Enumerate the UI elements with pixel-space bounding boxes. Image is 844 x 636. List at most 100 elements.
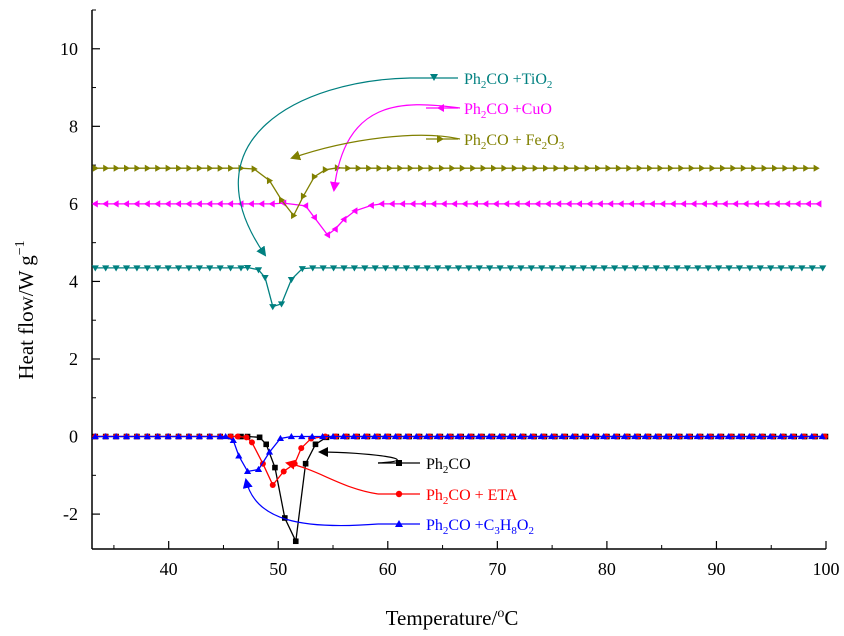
- data-point: [226, 200, 234, 208]
- data-point: [122, 200, 130, 208]
- data-point: [704, 265, 712, 272]
- data-point: [381, 432, 389, 440]
- legend-label-ph2co: Ph2CO: [426, 456, 471, 476]
- data-point: [543, 164, 550, 172]
- data-point: [492, 200, 499, 208]
- data-point: [291, 211, 298, 220]
- data-point: [620, 432, 629, 440]
- data-point: [575, 200, 583, 208]
- data-point: [797, 432, 805, 440]
- data-point: [143, 265, 151, 272]
- data-point: [222, 432, 230, 440]
- data-point: [309, 265, 317, 272]
- data-point: [761, 164, 768, 172]
- data-point: [229, 436, 237, 443]
- data-point: [532, 164, 539, 172]
- data-point: [388, 200, 395, 208]
- data-point: [207, 164, 214, 172]
- series-line: [95, 202, 819, 236]
- data-point: [391, 432, 400, 440]
- data-point: [378, 200, 385, 208]
- data-point: [112, 432, 120, 440]
- data-point: [495, 432, 504, 440]
- data-point: [767, 265, 775, 272]
- data-point: [397, 164, 404, 172]
- data-point: [216, 265, 224, 272]
- data-point: [683, 432, 691, 440]
- data-point: [206, 200, 213, 208]
- data-point: [195, 432, 203, 440]
- legend-marker-circle-icon: [395, 490, 403, 498]
- arrow-c3h8o2: [242, 478, 379, 527]
- data-point: [699, 164, 706, 172]
- data-point: [103, 164, 110, 172]
- data-point: [433, 432, 441, 440]
- data-point: [376, 164, 383, 172]
- annotation-arrows: [237, 77, 461, 527]
- data-point: [819, 265, 827, 272]
- data-point: [174, 265, 183, 272]
- data-point: [322, 166, 329, 174]
- data-point: [269, 482, 276, 489]
- arrow-tio2: [237, 77, 411, 257]
- data-point: [534, 200, 541, 208]
- data-point: [261, 275, 269, 282]
- legend-item-ph2co: Ph2CO: [378, 456, 471, 476]
- y-tick-label: -2: [63, 504, 78, 524]
- data-point: [430, 200, 437, 208]
- data-point: [694, 265, 702, 272]
- data-point: [659, 200, 666, 208]
- data-point: [243, 264, 252, 272]
- data-point: [302, 202, 309, 210]
- data-point: [340, 215, 347, 223]
- legend-label-fe2o3: Ph2CO + Fe2O3: [464, 132, 565, 152]
- data-point: [751, 164, 758, 172]
- data-point: [501, 164, 508, 172]
- legend-label-cuo: Ph2CO +CuO: [464, 101, 552, 121]
- data-point: [724, 432, 733, 440]
- data-point: [589, 432, 597, 440]
- data-point: [486, 265, 494, 272]
- data-point: [579, 432, 587, 440]
- data-point: [217, 164, 224, 172]
- data-point: [361, 265, 369, 272]
- data-point: [465, 265, 473, 272]
- data-point: [480, 164, 487, 172]
- data-point: [496, 265, 504, 272]
- data-point: [595, 164, 602, 172]
- data-point: [243, 434, 250, 441]
- data-point: [329, 432, 337, 440]
- data-point: [298, 432, 306, 440]
- data-point: [371, 265, 379, 272]
- ticks: 40 50 60 70 80 90 100 -2 0 2 4 6 8 10: [60, 9, 840, 579]
- data-point: [319, 265, 327, 272]
- data-point: [243, 467, 252, 474]
- data-point: [752, 200, 759, 208]
- data-point: [292, 538, 299, 545]
- x-tick-label: 50: [269, 559, 287, 579]
- data-point: [319, 432, 327, 440]
- data-point: [798, 265, 806, 272]
- data-point: [773, 200, 780, 208]
- data-point: [251, 165, 258, 173]
- data-point: [787, 432, 795, 440]
- data-point: [419, 200, 426, 208]
- data-point: [516, 432, 524, 440]
- data-point: [679, 200, 687, 208]
- data-point: [418, 164, 425, 172]
- data-point: [438, 164, 446, 172]
- data-point: [92, 164, 99, 172]
- data-point: [648, 200, 655, 208]
- legend-item-cuo: Ph2CO +CuO: [426, 101, 552, 121]
- x-tick-label: 80: [598, 559, 616, 579]
- data-point: [527, 265, 535, 272]
- data-point: [247, 200, 254, 208]
- data-point: [815, 200, 822, 208]
- data-point: [490, 164, 498, 172]
- data-point: [732, 200, 739, 208]
- data-point: [196, 164, 203, 172]
- data-point: [652, 265, 660, 272]
- data-point: [228, 164, 235, 172]
- x-tick-label: 60: [379, 559, 397, 579]
- data-point: [398, 200, 406, 208]
